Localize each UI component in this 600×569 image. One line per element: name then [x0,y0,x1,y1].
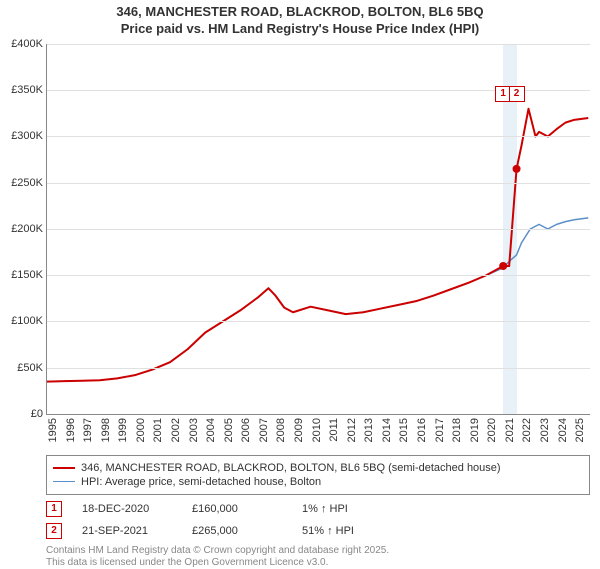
x-axis-label: 2019 [469,418,481,442]
x-axis-label: 2002 [170,418,182,442]
x-axis-label: 2006 [240,418,252,442]
series-hpi [47,218,588,382]
y-axis-label: £250K [11,177,43,189]
x-axis-label: 2018 [451,418,463,442]
sale-date: 21-SEP-2021 [82,525,172,537]
x-axis-label: 2009 [293,418,305,442]
sale-row: 2 21-SEP-2021 £265,000 51% ↑ HPI [46,523,600,539]
x-axis-label: 1995 [47,418,59,442]
x-axis-label: 1998 [100,418,112,442]
sale-point-dot [513,165,521,173]
gridline [47,321,590,322]
gridline [47,44,590,45]
y-axis-label: £0 [31,408,43,420]
gridline [47,275,590,276]
sale-row: 1 18-DEC-2020 £160,000 1% ↑ HPI [46,501,600,517]
gridline [47,183,590,184]
x-axis-label: 2000 [135,418,147,442]
sale-delta: 1% ↑ HPI [302,503,392,515]
sale-date: 18-DEC-2020 [82,503,172,515]
legend: 346, MANCHESTER ROAD, BLACKROD, BOLTON, … [46,455,590,495]
license-line: This data is licensed under the Open Gov… [46,557,590,569]
x-axis-label: 2021 [504,418,516,442]
x-axis-label: 2013 [363,418,375,442]
x-axis-label: 2014 [381,418,393,442]
x-axis-label: 2017 [434,418,446,442]
x-axis-label: 2016 [416,418,428,442]
license-text: Contains HM Land Registry data © Crown c… [46,545,590,569]
x-axis-label: 1999 [117,418,129,442]
x-axis-label: 2025 [574,418,586,442]
sale-delta: 51% ↑ HPI [302,525,392,537]
gridline [47,368,590,369]
x-axis-label: 1996 [65,418,77,442]
sale-point-dot [499,262,507,270]
chart-title: 346, MANCHESTER ROAD, BLACKROD, BOLTON, … [0,0,600,38]
x-axis-label: 2003 [188,418,200,442]
x-axis-label: 2022 [521,418,533,442]
license-line: Contains HM Land Registry data © Crown c… [46,545,590,557]
legend-label: 346, MANCHESTER ROAD, BLACKROD, BOLTON, … [81,462,501,474]
x-axis-label: 2012 [346,418,358,442]
x-axis-label: 2005 [223,418,235,442]
chart-plot-area: £0£50K£100K£150K£200K£250K£300K£350K£400… [46,44,590,415]
y-axis-label: £400K [11,38,43,50]
legend-item-hpi: HPI: Average price, semi-detached house,… [53,476,583,488]
sales-list: 1 18-DEC-2020 £160,000 1% ↑ HPI 2 21-SEP-2021… [0,501,600,539]
series-property [47,109,588,382]
x-axis-label: 2011 [328,418,340,442]
x-axis-label: 2008 [275,418,287,442]
title-line-2: Price paid vs. HM Land Registry's House … [0,21,600,38]
y-axis-label: £100K [11,315,43,327]
y-axis-label: £150K [11,269,43,281]
x-axis-label: 2020 [486,418,498,442]
legend-item-property: 346, MANCHESTER ROAD, BLACKROD, BOLTON, … [53,462,583,474]
x-axis-label: 2015 [398,418,410,442]
x-axis-label: 2024 [557,418,569,442]
x-axis-label: 2004 [205,418,217,442]
legend-swatch [53,481,75,482]
x-axis-label: 1997 [82,418,94,442]
chart-container: 346, MANCHESTER ROAD, BLACKROD, BOLTON, … [0,0,600,560]
legend-label: HPI: Average price, semi-detached house,… [81,476,321,488]
gridline [47,229,590,230]
sale-marker: 1 [46,501,62,517]
x-axis-label: 2007 [258,418,270,442]
y-axis-label: £50K [17,362,43,374]
sale-price: £160,000 [192,503,282,515]
y-axis-label: £350K [11,84,43,96]
gridline [47,136,590,137]
y-axis-label: £300K [11,130,43,142]
sale-price: £265,000 [192,525,282,537]
x-axis-label: 2001 [152,418,164,442]
chart-marker: 2 [509,86,525,102]
sale-marker: 2 [46,523,62,539]
x-axis-label: 2010 [311,418,323,442]
title-line-1: 346, MANCHESTER ROAD, BLACKROD, BOLTON, … [0,4,600,21]
y-axis-label: £200K [11,223,43,235]
legend-swatch [53,467,75,469]
x-axis-label: 2023 [539,418,551,442]
